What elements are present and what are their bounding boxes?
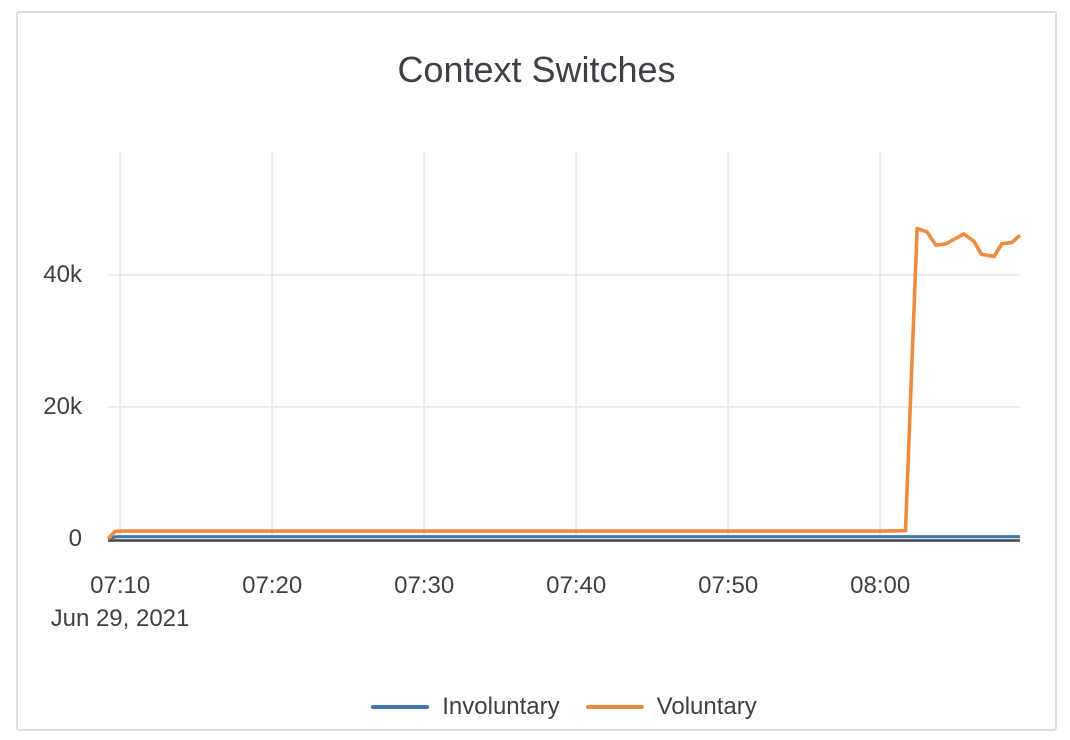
x-tick-label: 07:50 bbox=[698, 572, 759, 599]
legend-item-involuntary[interactable]: Involuntary bbox=[371, 693, 560, 721]
x-axis-date-label: Jun 29, 2021 bbox=[50, 605, 190, 632]
legend-line-swatch bbox=[585, 705, 644, 709]
legend-line-swatch bbox=[371, 705, 430, 709]
x-tick-label: 07:30 bbox=[394, 572, 455, 599]
x-tick-label: 07:10 bbox=[90, 572, 151, 599]
chart-card: Context Switches 0 20k 40k 07:10 07:20 07:30… bbox=[16, 11, 1057, 731]
x-tick-label: 07:20 bbox=[242, 572, 303, 599]
y-tick-label: 20k bbox=[43, 392, 82, 420]
legend-label: Voluntary bbox=[656, 693, 757, 720]
plot-canvas[interactable] bbox=[18, 13, 1055, 729]
y-tick-label: 0 bbox=[68, 525, 82, 552]
x-tick-label: 07:40 bbox=[546, 572, 607, 599]
series-line-involuntary[interactable] bbox=[107, 535, 1020, 541]
chart-title: Context Switches bbox=[397, 49, 676, 90]
legend-label: Involuntary bbox=[442, 693, 560, 720]
x-tick-label: 08:00 bbox=[850, 572, 911, 599]
legend-item-voluntary[interactable]: Voluntary bbox=[585, 693, 757, 721]
legend: Involuntary Voluntary bbox=[108, 690, 1020, 724]
y-tick-label: 40k bbox=[43, 260, 82, 288]
series-line-voluntary[interactable] bbox=[106, 226, 1022, 541]
